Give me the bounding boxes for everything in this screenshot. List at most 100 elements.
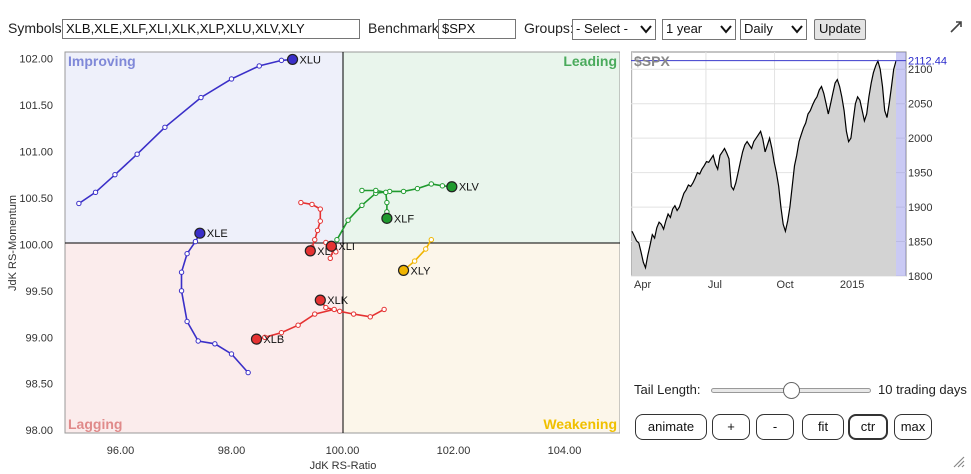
rrg-head-point[interactable] <box>286 53 299 66</box>
rrg-tail-point <box>373 187 379 194</box>
rrg-head-point[interactable] <box>325 240 337 252</box>
rrg-tail-point <box>428 181 434 187</box>
rrg-tail-point <box>178 288 185 294</box>
rrg-x-tick-label: 96.00 <box>107 445 135 457</box>
rrg-tail-point <box>345 217 351 223</box>
chevron-down-icon <box>640 25 652 34</box>
rrg-series-label: XLE <box>207 228 228 240</box>
rrg-series-xly[interactable]: XLY <box>397 237 434 278</box>
rrg-y-tick-label: 99.50 <box>25 286 53 298</box>
rrg-tail-point <box>195 338 201 344</box>
groups-select[interactable]: - Select - <box>572 19 656 40</box>
spx-highlight-band <box>896 52 906 276</box>
tail-length-slider[interactable] <box>711 382 871 399</box>
rrg-series-xli[interactable]: XLI <box>323 239 355 261</box>
spx-last-value-label: 2112.44 <box>908 56 947 68</box>
groups-label: Groups: <box>524 20 574 36</box>
rrg-series-label: XLP <box>317 246 338 258</box>
rrg-head-point[interactable] <box>194 227 206 239</box>
frequency-select[interactable]: Daily <box>740 19 807 40</box>
rrg-chart[interactable]: Improving Leading Lagging Weakening 98.0… <box>0 0 620 474</box>
rrg-y-tick-label: 101.50 <box>19 100 53 112</box>
rrg-head-point[interactable] <box>314 294 326 306</box>
rrg-tail-point <box>92 189 99 196</box>
rrg-tail-point <box>337 308 343 314</box>
spx-title: $SPX <box>634 53 670 69</box>
rrg-tail-point <box>309 201 315 208</box>
spx-x-tick-label: Oct <box>777 279 794 291</box>
rrg-y-tick-label: 99.00 <box>25 332 53 344</box>
rrg-tail-point <box>278 329 285 336</box>
zoom-out-button[interactable]: - <box>756 414 794 440</box>
rrg-tail-point <box>245 369 251 376</box>
rrg-y-tick-label: 102.00 <box>19 54 53 66</box>
tail-length-value: 10 trading days <box>878 382 967 397</box>
spx-y-tick-label: 2000 <box>908 133 932 145</box>
expand-arrows-icon[interactable] <box>949 20 963 34</box>
period-select-value: 1 year <box>666 21 703 36</box>
rrg-series-xlv[interactable]: XLV <box>334 181 480 243</box>
rrg-series-label: XLI <box>338 241 355 253</box>
rrg-tail-point <box>262 334 268 340</box>
rrg-tail-point <box>178 269 185 275</box>
center-button[interactable]: ctr <box>848 414 888 440</box>
max-button[interactable]: max <box>894 414 932 440</box>
rrg-series-xlb[interactable]: XLB <box>250 306 337 346</box>
rrg-tail-point <box>381 306 387 313</box>
animate-button[interactable]: animate <box>635 414 707 440</box>
rrg-series-xlk[interactable]: XLK <box>314 294 387 320</box>
rrg-tail-line <box>336 183 452 241</box>
spx-y-tick-label: 1850 <box>908 237 932 249</box>
rrg-series-xlu[interactable]: XLU <box>76 53 321 207</box>
symbols-input[interactable]: XLB,XLE,XLF,XLI,XLK,XLP,XLU,XLV,XLY <box>62 19 360 39</box>
rrg-head-point[interactable] <box>304 245 316 257</box>
spx-y-tick-label: 2100 <box>908 64 932 76</box>
update-button[interactable]: Update <box>814 19 866 40</box>
rrg-tail-point <box>162 124 168 130</box>
rrg-tail-point <box>411 258 418 264</box>
resize-grip-icon[interactable] <box>951 454 965 468</box>
rrg-series-xle[interactable]: XLE <box>178 227 251 376</box>
rrg-tail-point <box>428 237 434 243</box>
zoom-in-button[interactable]: + <box>712 414 750 440</box>
rrg-series-label: XLK <box>327 295 348 307</box>
rrg-tail-point <box>228 351 235 357</box>
rrg-x-tick-label: 100.00 <box>326 445 360 457</box>
spx-y-tick-label: 1950 <box>908 168 932 180</box>
tail-length-label: Tail Length: <box>634 382 701 397</box>
rrg-tail-point <box>134 151 140 157</box>
rrg-head-point[interactable] <box>250 333 263 345</box>
rrg-head-point[interactable] <box>381 212 393 224</box>
rrg-tail-line <box>180 232 249 374</box>
rrg-head-point[interactable] <box>446 181 458 193</box>
rrg-y-tick-label: 100.50 <box>19 193 53 205</box>
period-select[interactable]: 1 year <box>662 19 736 40</box>
rrg-head-point[interactable] <box>397 264 410 276</box>
quadrant-label-lagging: Lagging <box>68 416 122 432</box>
rrg-y-tick-label: 98.00 <box>25 425 53 437</box>
spx-line <box>631 59 897 270</box>
frequency-select-value: Daily <box>744 21 773 36</box>
quadrant-lagging <box>65 243 343 433</box>
chevron-down-icon <box>720 25 732 34</box>
quadrant-label-weakening: Weakening <box>543 416 617 432</box>
rrg-tail-point <box>367 314 373 320</box>
groups-select-value: - Select - <box>576 21 629 36</box>
rrg-tail-point <box>192 238 199 245</box>
benchmark-input[interactable]: $SPX <box>438 19 516 39</box>
rrg-tail-line <box>402 239 432 272</box>
rrg-tail-point <box>334 237 340 243</box>
x-axis-label: JdK RS-Ratio <box>310 460 377 472</box>
rrg-tail-point <box>256 63 262 69</box>
fit-button[interactable]: fit <box>802 414 844 440</box>
rrg-tail-point <box>184 250 190 257</box>
rrg-series-xlf[interactable]: XLF <box>359 187 415 225</box>
slider-thumb[interactable] <box>782 382 800 399</box>
rrg-y-tick-label: 98.50 <box>25 379 53 391</box>
rrg-y-tick-label: 101.00 <box>19 146 53 158</box>
rrg-tail-point <box>359 202 365 209</box>
rrg-tail-point <box>76 200 82 207</box>
rrg-series-xlp[interactable]: XLP <box>298 199 338 258</box>
quadrant-weakening <box>343 243 620 433</box>
y-axis-label: JdK RS-Momentum <box>7 195 19 291</box>
